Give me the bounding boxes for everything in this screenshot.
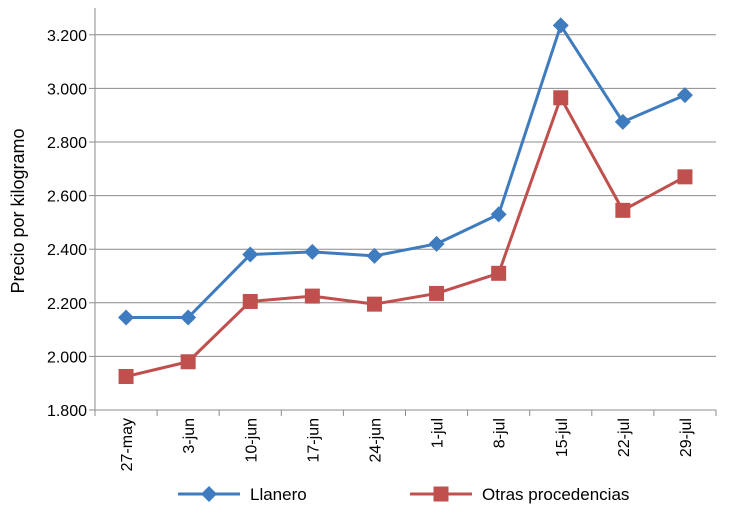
- series-lines: [126, 25, 685, 376]
- data-point-square: [491, 266, 506, 281]
- data-point-square: [119, 369, 134, 384]
- data-point-diamond: [366, 248, 382, 264]
- data-point-diamond: [304, 244, 320, 260]
- x-tick-label: 29-jul: [678, 418, 695, 457]
- series-markers: [118, 17, 693, 384]
- y-tick-label: 3.200: [47, 28, 87, 45]
- x-tick-labels: 27-may 3-jun 10-jun 17-jun 24-jun 1-jul 8-jul 1…: [119, 418, 695, 471]
- series-line-1: [126, 98, 685, 377]
- x-tick-label: 22-jul: [616, 418, 633, 457]
- data-point-diamond: [553, 17, 569, 33]
- data-point-square: [553, 90, 568, 105]
- y-tick-labels: 1.800 2.000 2.200 2.400 2.600 2.800 3.000 3.200: [47, 28, 87, 420]
- x-tick-label: 27-may: [119, 418, 136, 471]
- data-point-diamond: [491, 206, 507, 222]
- data-point-diamond: [118, 310, 134, 326]
- y-tick-label: 2.800: [47, 135, 87, 152]
- x-tick-label: 17-jun: [305, 418, 322, 462]
- data-point-square: [367, 297, 382, 312]
- data-point-square: [243, 294, 258, 309]
- x-tick-label: 15-jul: [554, 418, 571, 457]
- data-point-square: [181, 354, 196, 369]
- x-tick-label: 1-jul: [430, 418, 447, 448]
- gridlines: [89, 35, 716, 410]
- y-axis-label: Precio por kilogramo: [8, 128, 28, 293]
- legend-marker-diamond: [201, 486, 217, 502]
- y-tick-label: 2.000: [47, 349, 87, 366]
- x-tick-label: 24-jun: [367, 418, 384, 462]
- x-tick-label: 3-jun: [181, 418, 198, 454]
- y-tick-label: 1.800: [47, 403, 87, 420]
- y-tick-label: 3.000: [47, 81, 87, 98]
- legend-label: Llanero: [250, 485, 307, 504]
- data-point-square: [615, 203, 630, 218]
- data-point-diamond: [677, 87, 693, 103]
- y-tick-label: 2.200: [47, 296, 87, 313]
- data-point-diamond: [615, 114, 631, 130]
- y-tick-label: 2.400: [47, 242, 87, 259]
- data-point-square: [429, 286, 444, 301]
- x-tick-label: 10-jun: [243, 418, 260, 462]
- y-tick-label: 2.600: [47, 189, 87, 206]
- data-point-square: [305, 289, 320, 304]
- legend-label: Otras procedencias: [482, 485, 629, 504]
- legend: Llanero Otras procedencias: [178, 485, 629, 504]
- x-tick-label: 8-jul: [492, 418, 509, 448]
- legend-marker-square: [434, 487, 449, 502]
- data-point-square: [677, 169, 692, 184]
